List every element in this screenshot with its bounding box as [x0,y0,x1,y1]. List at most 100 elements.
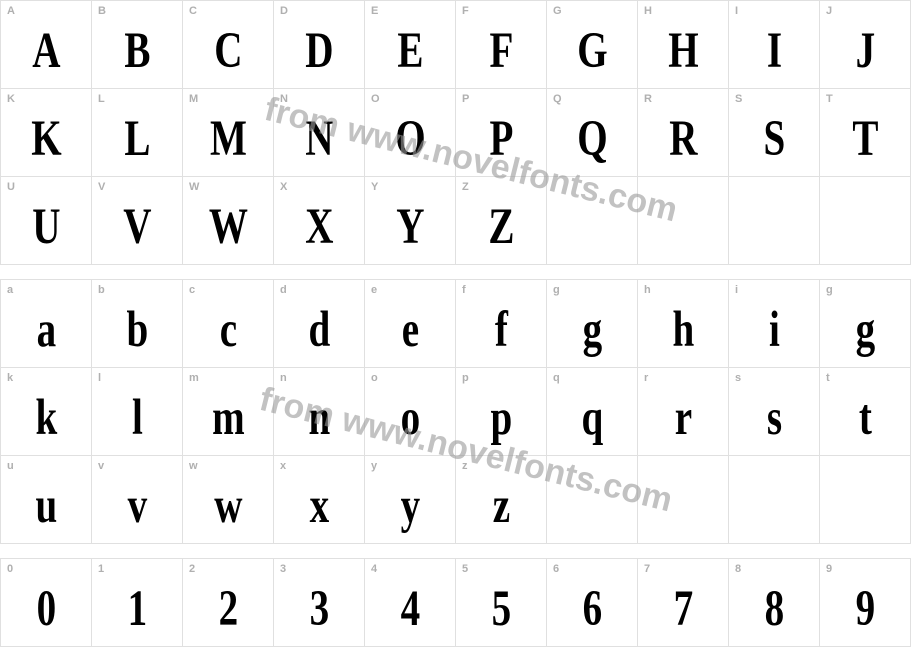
glyph-cell[interactable]: AA [1,1,92,89]
glyph-cell[interactable]: TT [820,89,911,177]
glyph-cell[interactable]: GG [547,1,638,89]
glyph-cell[interactable]: YY [365,177,456,265]
glyph-cell-glyph: T [827,85,904,181]
glyph-cell-glyph: J [827,0,904,92]
glyph-cell-empty [547,177,638,265]
glyph-cell[interactable]: CC [183,1,274,89]
glyph-cell[interactable]: mm [183,368,274,456]
glyph-cell-glyph: 5 [463,555,540,651]
glyph-cell-glyph: H [645,0,722,92]
glyph-cell[interactable]: aa [1,280,92,368]
font-character-map: AABBCCDDEEFFGGHHIIJJ KKLLMMNNOOPPQQRRSSTT… [0,0,911,647]
glyph-cell-glyph: y [372,452,449,548]
glyph-cell[interactable]: tt [820,368,911,456]
glyph-cell-glyph: g [827,276,904,372]
glyph-cell-glyph: O [372,85,449,181]
glyph-cell[interactable]: 88 [729,559,820,647]
glyph-cell[interactable]: bb [92,280,183,368]
glyph-cell-glyph: D [281,0,358,92]
glyph-cell[interactable]: zz [456,456,547,544]
glyph-cell[interactable]: SS [729,89,820,177]
glyph-cell[interactable]: 33 [274,559,365,647]
glyph-cell[interactable]: EE [365,1,456,89]
glyph-cell[interactable]: xx [274,456,365,544]
glyph-cell[interactable]: ss [729,368,820,456]
glyph-cell-glyph: A [8,0,85,92]
glyph-cell[interactable]: ee [365,280,456,368]
glyph-cell-glyph: U [8,173,85,269]
glyph-cell[interactable]: cc [183,280,274,368]
glyph-cell[interactable]: vv [92,456,183,544]
glyph-cell-glyph: n [281,364,358,460]
glyph-cell[interactable]: HH [638,1,729,89]
glyph-cell[interactable]: 44 [365,559,456,647]
glyph-cell[interactable]: LL [92,89,183,177]
glyph-cell[interactable]: 66 [547,559,638,647]
glyph-cell[interactable]: II [729,1,820,89]
glyph-cell[interactable]: gg [820,280,911,368]
glyph-cell[interactable]: ww [183,456,274,544]
glyph-cell-glyph: Q [554,85,631,181]
glyph-cell[interactable]: kk [1,368,92,456]
glyph-cell[interactable]: pp [456,368,547,456]
glyph-cell[interactable]: KK [1,89,92,177]
glyph-cell[interactable]: XX [274,177,365,265]
glyph-cell-glyph: Y [372,173,449,269]
glyph-cell-glyph: 3 [281,555,358,651]
glyph-cell[interactable]: 77 [638,559,729,647]
glyph-cell[interactable]: ZZ [456,177,547,265]
glyph-cell[interactable]: OO [365,89,456,177]
glyph-cell[interactable]: hh [638,280,729,368]
glyph-cell[interactable]: FF [456,1,547,89]
glyph-cell[interactable]: ii [729,280,820,368]
glyph-cell-glyph: E [372,0,449,92]
glyph-cell-glyph: c [190,276,267,372]
glyph-cell-glyph: 1 [99,555,176,651]
glyph-cell[interactable]: gg [547,280,638,368]
glyph-cell-glyph: p [463,364,540,460]
glyph-cell[interactable]: yy [365,456,456,544]
glyph-cell[interactable]: VV [92,177,183,265]
glyph-cell-glyph: v [99,452,176,548]
glyph-cell-glyph: b [99,276,176,372]
glyph-cell[interactable]: nn [274,368,365,456]
glyph-cell-glyph: f [463,276,540,372]
glyph-cell-glyph: W [190,173,267,269]
glyph-grid-section: aabbccddeeffgghhiiggkkllmmnnooppqqrrsstt… [0,279,911,544]
glyph-cell[interactable]: 11 [92,559,183,647]
glyph-cell-glyph: B [99,0,176,92]
glyph-cell[interactable]: QQ [547,89,638,177]
glyph-cell-glyph: d [281,276,358,372]
glyph-cell[interactable]: PP [456,89,547,177]
glyph-cell-glyph: 9 [827,555,904,651]
glyph-cell[interactable]: UU [1,177,92,265]
glyph-cell[interactable]: 55 [456,559,547,647]
glyph-cell[interactable]: dd [274,280,365,368]
glyph-cell[interactable]: ll [92,368,183,456]
glyph-cell[interactable]: uu [1,456,92,544]
glyph-cell[interactable]: 22 [183,559,274,647]
glyph-cell[interactable]: 99 [820,559,911,647]
glyph-cell-glyph: G [554,0,631,92]
glyph-cell[interactable]: rr [638,368,729,456]
glyph-cell-glyph: C [190,0,267,92]
glyph-cell[interactable]: WW [183,177,274,265]
glyph-cell[interactable]: MM [183,89,274,177]
glyph-cell-empty [729,456,820,544]
glyph-cell-glyph: Z [463,173,540,269]
glyph-cell[interactable]: BB [92,1,183,89]
glyph-cell-glyph: N [281,85,358,181]
glyph-cell[interactable]: NN [274,89,365,177]
glyph-cell[interactable]: oo [365,368,456,456]
glyph-cell[interactable]: JJ [820,1,911,89]
glyph-cell[interactable]: RR [638,89,729,177]
glyph-cell-glyph: 6 [554,555,631,651]
glyph-cell-glyph: M [190,85,267,181]
glyph-cell[interactable]: DD [274,1,365,89]
glyph-cell-glyph: m [190,364,267,460]
glyph-cell-glyph: l [99,364,176,460]
glyph-cell[interactable]: 00 [1,559,92,647]
glyph-cell-glyph: q [554,364,631,460]
glyph-cell[interactable]: qq [547,368,638,456]
glyph-cell[interactable]: ff [456,280,547,368]
